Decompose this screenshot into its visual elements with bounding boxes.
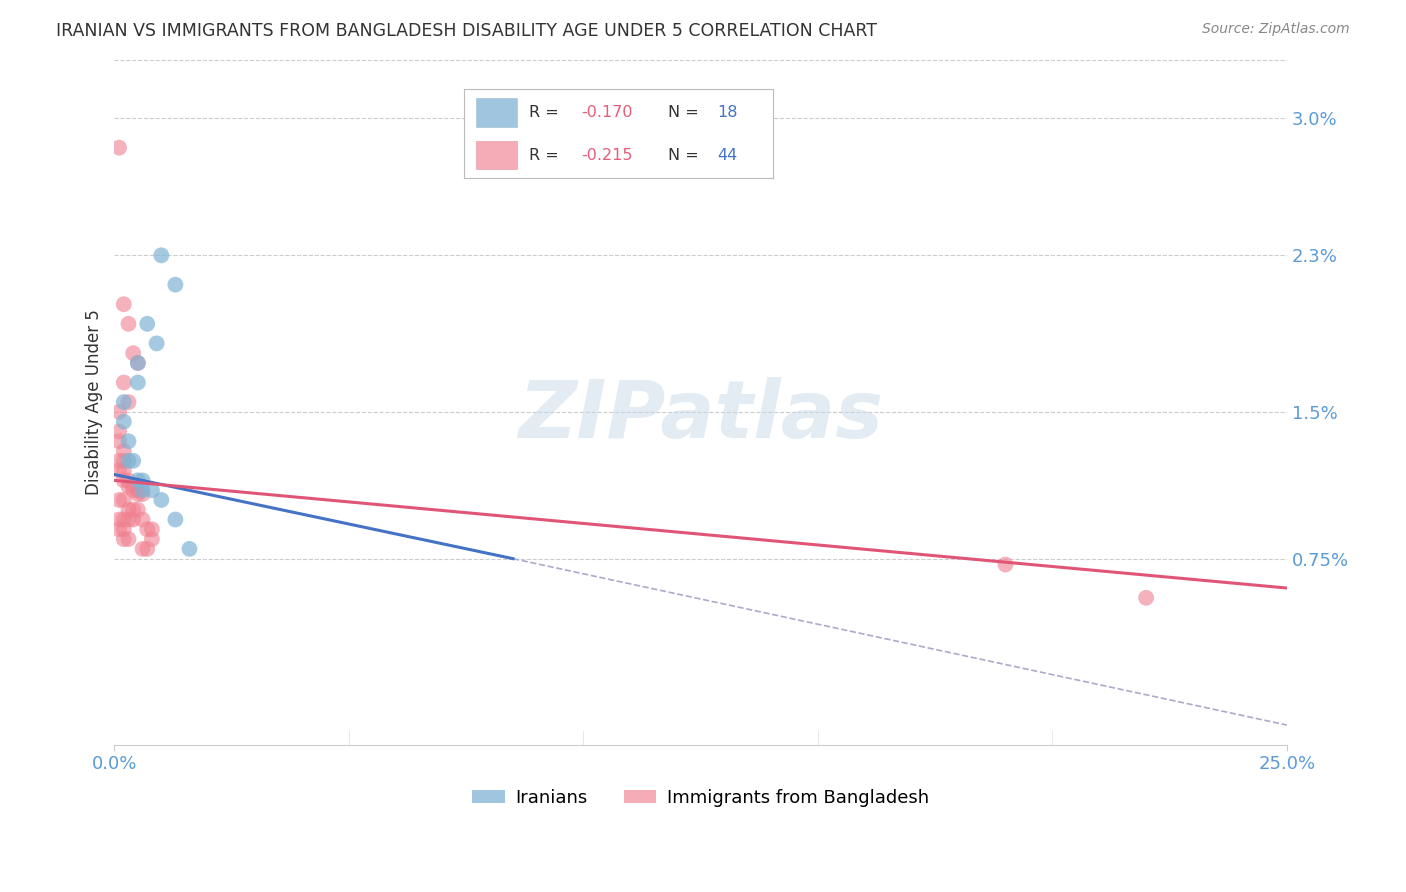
Point xyxy=(127,376,149,390)
Point xyxy=(108,492,131,507)
Point xyxy=(108,141,131,155)
Point xyxy=(131,512,153,526)
Text: ZIPatlas: ZIPatlas xyxy=(519,376,883,455)
Point xyxy=(112,464,135,478)
Point xyxy=(112,454,135,468)
Point xyxy=(117,474,139,488)
Point xyxy=(127,483,149,498)
Point xyxy=(141,483,163,498)
Point xyxy=(117,454,139,468)
Text: R =: R = xyxy=(529,105,564,120)
Text: R =: R = xyxy=(529,148,564,162)
Text: 18: 18 xyxy=(717,105,738,120)
Point xyxy=(112,522,135,536)
Point xyxy=(112,512,135,526)
Legend: Iranians, Immigrants from Bangladesh: Iranians, Immigrants from Bangladesh xyxy=(465,782,936,814)
Point xyxy=(1135,591,1157,605)
Point xyxy=(136,541,159,556)
Point xyxy=(165,277,187,292)
Point xyxy=(127,474,149,488)
Point xyxy=(108,512,131,526)
Point xyxy=(117,502,139,516)
Point xyxy=(112,474,135,488)
Point xyxy=(112,415,135,429)
Point xyxy=(122,483,145,498)
Point xyxy=(112,376,135,390)
Point xyxy=(127,502,149,516)
Point xyxy=(141,522,163,536)
Text: -0.215: -0.215 xyxy=(582,148,633,162)
Point xyxy=(108,522,131,536)
FancyBboxPatch shape xyxy=(477,98,516,127)
Point xyxy=(108,425,131,439)
Text: Source: ZipAtlas.com: Source: ZipAtlas.com xyxy=(1202,22,1350,37)
Point xyxy=(117,434,139,449)
Point xyxy=(150,492,173,507)
Point xyxy=(131,487,153,501)
Point xyxy=(127,487,149,501)
Point xyxy=(131,541,153,556)
Point xyxy=(131,474,153,488)
Text: -0.170: -0.170 xyxy=(582,105,633,120)
Point xyxy=(112,297,135,311)
Point xyxy=(145,336,167,351)
Point xyxy=(117,532,139,546)
Point xyxy=(150,248,173,262)
Point xyxy=(127,356,149,370)
Point xyxy=(122,454,145,468)
Point xyxy=(165,512,187,526)
Point xyxy=(108,405,131,419)
Point xyxy=(112,395,135,409)
Point xyxy=(117,512,139,526)
Point xyxy=(117,317,139,331)
Point xyxy=(994,558,1017,572)
Point xyxy=(131,483,153,498)
Point xyxy=(127,356,149,370)
Text: N =: N = xyxy=(668,148,704,162)
FancyBboxPatch shape xyxy=(477,141,516,169)
Point xyxy=(122,502,145,516)
Point xyxy=(179,541,201,556)
Text: N =: N = xyxy=(668,105,704,120)
Point xyxy=(117,479,139,493)
Point xyxy=(108,434,131,449)
Text: IRANIAN VS IMMIGRANTS FROM BANGLADESH DISABILITY AGE UNDER 5 CORRELATION CHART: IRANIAN VS IMMIGRANTS FROM BANGLADESH DI… xyxy=(56,22,877,40)
Point xyxy=(117,395,139,409)
Point xyxy=(136,522,159,536)
Point xyxy=(136,317,159,331)
Point xyxy=(141,532,163,546)
Point xyxy=(112,532,135,546)
Text: 44: 44 xyxy=(717,148,738,162)
Point xyxy=(112,444,135,458)
Point xyxy=(112,492,135,507)
Y-axis label: Disability Age Under 5: Disability Age Under 5 xyxy=(86,310,103,495)
Point xyxy=(122,346,145,360)
Point xyxy=(108,454,131,468)
Point xyxy=(122,512,145,526)
Point xyxy=(108,464,131,478)
Point xyxy=(122,479,145,493)
